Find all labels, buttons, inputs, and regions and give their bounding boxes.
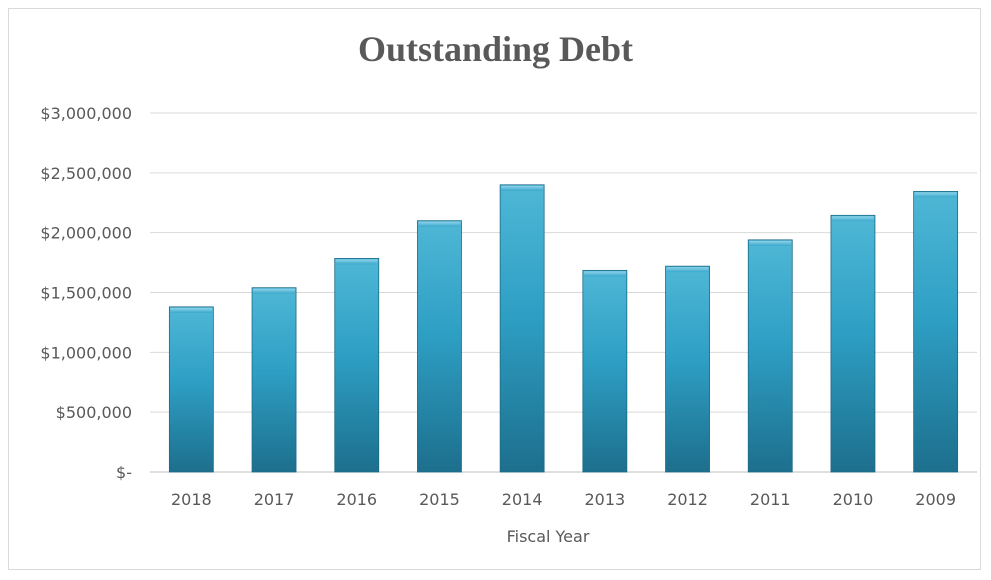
bar-highlight <box>831 216 874 222</box>
bar-2011 <box>747 239 793 473</box>
x-axis-label: Fiscal Year <box>507 527 590 546</box>
chart-frame <box>8 8 981 570</box>
bar <box>582 269 628 473</box>
x-tick-label: 2011 <box>750 490 791 509</box>
x-tick-label: 2015 <box>419 490 460 509</box>
bar-highlight <box>170 307 213 313</box>
bar-highlight <box>914 192 957 198</box>
bar <box>168 306 214 473</box>
bar <box>747 239 793 473</box>
bar <box>334 257 380 473</box>
bar <box>913 190 959 473</box>
bar <box>417 220 462 473</box>
bar-2012 <box>665 265 710 473</box>
bar-highlight <box>666 267 709 273</box>
x-tick-label: 2016 <box>336 490 377 509</box>
bar-highlight <box>335 259 378 265</box>
y-tick-label: $3,000,000 <box>40 104 132 123</box>
bar <box>830 214 876 473</box>
x-tick-label: 2010 <box>833 490 874 509</box>
bar <box>499 184 545 473</box>
y-tick-label: $500,000 <box>56 403 132 422</box>
y-tick-label: $2,500,000 <box>40 164 132 183</box>
bar-2014 <box>499 184 545 473</box>
bar-2010 <box>830 214 876 473</box>
bar-highlight <box>418 221 461 227</box>
x-tick-label: 2014 <box>502 490 543 509</box>
bar-highlight <box>253 288 296 294</box>
x-tick-label: 2009 <box>915 490 956 509</box>
y-tick-label: $- <box>116 463 132 482</box>
bar <box>251 287 297 473</box>
y-tick-label: $2,000,000 <box>40 224 132 243</box>
bar-2013 <box>582 269 628 473</box>
x-tick-label: 2017 <box>254 490 295 509</box>
x-tick-label: 2018 <box>171 490 212 509</box>
bar-2015 <box>417 220 462 473</box>
bar-highlight <box>749 240 792 246</box>
bar-2009 <box>913 190 959 473</box>
chart-title: Outstanding Debt <box>357 29 634 69</box>
bar-highlight <box>501 185 544 191</box>
x-tick-label: 2012 <box>667 490 708 509</box>
bar-2018 <box>168 306 214 473</box>
bar-highlight <box>583 271 626 277</box>
y-tick-label: $1,000,000 <box>40 343 132 362</box>
bar-2016 <box>334 257 380 473</box>
x-tick-label: 2013 <box>584 490 625 509</box>
bar-2017 <box>251 287 297 473</box>
y-tick-label: $1,500,000 <box>40 284 132 303</box>
bar <box>665 265 710 473</box>
